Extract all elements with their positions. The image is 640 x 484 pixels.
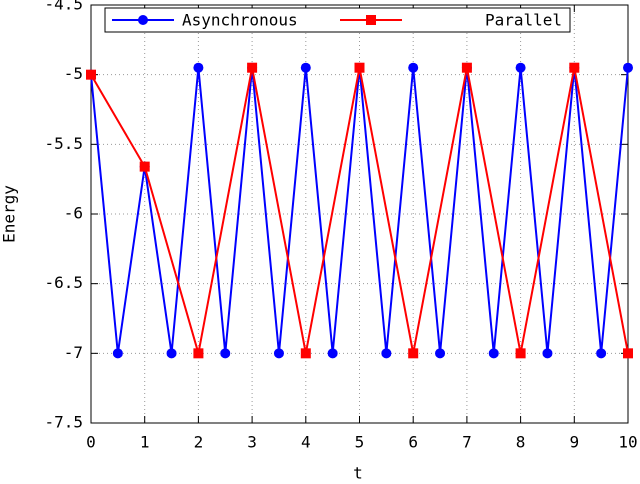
point — [623, 62, 633, 73]
legend-box — [104, 7, 571, 33]
point — [461, 62, 472, 73]
point — [300, 348, 311, 359]
x-tick-label: 8 — [516, 433, 526, 452]
plot-frame — [90, 4, 629, 424]
x-tick-label: 0 — [86, 433, 96, 452]
x-tick-label: 6 — [408, 433, 418, 452]
legend-label: Parallel — [485, 11, 562, 30]
y-tick-label: -7 — [64, 343, 83, 362]
x-tick-label: 7 — [462, 433, 472, 452]
point — [488, 348, 499, 359]
point — [139, 161, 150, 172]
x-tick-label: 1 — [140, 433, 150, 452]
x-tick-label: 4 — [301, 433, 311, 452]
legend-marker — [138, 15, 148, 25]
y-tick-label: -7.5 — [44, 413, 83, 432]
point — [515, 62, 526, 73]
y-axis-label: Energy — [0, 185, 19, 243]
y-tick-label: -6.5 — [44, 273, 83, 292]
point — [435, 348, 446, 359]
x-tick-label: 5 — [355, 433, 365, 452]
point — [247, 62, 258, 73]
x-tick-label: 2 — [194, 433, 204, 452]
x-tick-label: 9 — [569, 433, 579, 452]
point — [86, 69, 96, 80]
y-tick-label: -5.5 — [44, 134, 83, 153]
x-axis-label: t — [353, 464, 363, 483]
point — [300, 62, 311, 73]
point — [569, 62, 580, 73]
point — [193, 62, 204, 73]
x-tick-label: 10 — [618, 433, 637, 452]
point — [166, 348, 177, 359]
point — [112, 348, 123, 359]
point — [354, 62, 365, 73]
y-tick-label: -6 — [64, 204, 83, 223]
series-line — [90, 67, 629, 354]
point — [515, 348, 526, 359]
y-tick-label: -5 — [64, 64, 83, 83]
y-tick-label: -4.5 — [44, 0, 83, 14]
point — [623, 348, 633, 359]
point — [327, 348, 338, 359]
point — [596, 348, 607, 359]
point — [408, 348, 419, 359]
legend: Asynchronous Parallel — [104, 7, 571, 33]
point — [542, 348, 553, 359]
point — [220, 348, 231, 359]
legend-label: Asynchronous — [182, 11, 298, 30]
point — [193, 348, 204, 359]
x-tick-label: 3 — [247, 433, 257, 452]
point — [408, 62, 419, 73]
legend-marker — [366, 15, 376, 25]
point — [381, 348, 392, 359]
point — [273, 348, 284, 359]
